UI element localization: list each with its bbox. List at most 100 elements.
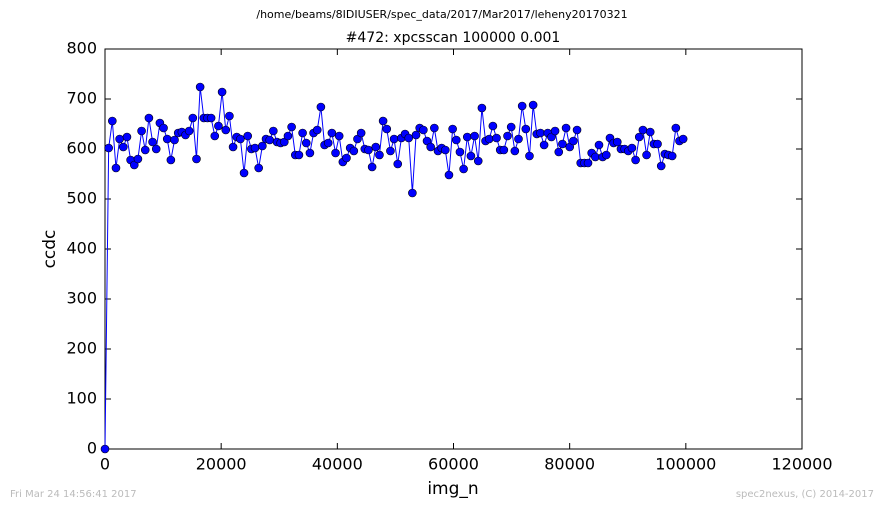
data-point [591, 152, 600, 162]
data-point [426, 142, 435, 152]
data-point [258, 141, 267, 151]
data-point [499, 145, 509, 155]
data-point [305, 148, 315, 158]
data-point [645, 127, 655, 137]
data-point [375, 150, 384, 160]
x-axis-label: img_n [427, 479, 478, 499]
data-point [225, 111, 234, 121]
data-point [569, 136, 578, 146]
data-point [448, 124, 457, 134]
data-point [470, 131, 479, 141]
data-point [411, 130, 421, 140]
data-point [151, 144, 161, 154]
data-point [378, 116, 388, 126]
y-tick-label: 800 [66, 39, 97, 58]
data-point [466, 151, 476, 161]
data-point [115, 134, 124, 144]
data-point [631, 155, 640, 165]
data-point [455, 147, 465, 157]
data-point [638, 125, 648, 135]
data-point [389, 134, 399, 144]
suptitle: /home/beams/8IDIUSER/spec_data/2017/Mar2… [256, 8, 627, 21]
data-point [243, 131, 253, 141]
data-point [188, 113, 198, 123]
data-point [554, 147, 564, 157]
data-point [269, 126, 278, 136]
data-point [510, 146, 520, 156]
data-point [104, 143, 113, 153]
data-point [517, 101, 527, 111]
data-point [528, 100, 538, 110]
y-tick-label: 500 [66, 189, 97, 208]
y-tick-label: 100 [66, 389, 97, 408]
data-point [287, 122, 296, 132]
data-point [148, 137, 157, 147]
data-point [144, 113, 154, 123]
y-tick-label: 600 [66, 139, 97, 158]
data-point [122, 132, 132, 142]
data-point [444, 170, 454, 180]
data-point [111, 163, 121, 173]
data-point [316, 102, 326, 112]
data-point [100, 444, 110, 454]
data-point [572, 125, 582, 135]
data-point [118, 142, 128, 152]
data-point [254, 163, 263, 173]
data-point [170, 135, 179, 145]
data-point [525, 151, 534, 161]
data-point [634, 132, 644, 142]
data-point [294, 150, 304, 160]
data-point [503, 131, 512, 141]
data-point [250, 143, 260, 153]
data-point [334, 131, 344, 141]
data-point [484, 134, 494, 144]
data-point [221, 125, 231, 135]
data-point [671, 123, 681, 133]
data-point [371, 142, 381, 152]
data-point [239, 168, 249, 178]
data-point [459, 164, 468, 174]
data-point [206, 113, 216, 123]
data-point [323, 138, 333, 148]
x-tick-label: 20000 [196, 455, 247, 474]
data-point [419, 125, 428, 135]
data-point [594, 140, 604, 150]
data-point [539, 140, 549, 150]
x-tick-label: 100000 [655, 455, 716, 474]
data-point [364, 145, 373, 155]
data-point [283, 131, 293, 141]
data-point [301, 138, 311, 148]
data-point [550, 126, 560, 136]
data-point [228, 142, 238, 152]
data-point [612, 137, 622, 147]
data-point [404, 133, 414, 143]
data-point [162, 134, 172, 144]
y-tick-label: 300 [66, 289, 97, 308]
data-point [140, 145, 150, 155]
data-point [602, 150, 611, 160]
x-tick-label: 0 [100, 455, 110, 474]
y-axis-label: ccdc [40, 230, 60, 269]
data-point [184, 126, 194, 136]
data-point [558, 139, 567, 149]
data-point [642, 150, 651, 160]
data-point [312, 125, 322, 135]
data-point [477, 103, 487, 113]
chart-title: #472: xpcsscan 100000 0.001 [346, 30, 561, 46]
y-tick-label: 700 [66, 89, 97, 108]
y-tick-label: 400 [66, 239, 97, 258]
footer-right: spec2nexus, (C) 2014-2017 [736, 489, 874, 500]
data-point [656, 161, 666, 171]
data-point [214, 121, 223, 131]
data-point [195, 82, 205, 92]
data-point [298, 128, 307, 138]
data-point [133, 154, 143, 164]
data-point [583, 158, 593, 168]
data-point [342, 153, 351, 163]
data-point [382, 124, 392, 134]
y-tick-label: 0 [87, 439, 97, 458]
data-point [137, 126, 146, 136]
data-point [492, 133, 501, 143]
data-point [327, 128, 337, 138]
